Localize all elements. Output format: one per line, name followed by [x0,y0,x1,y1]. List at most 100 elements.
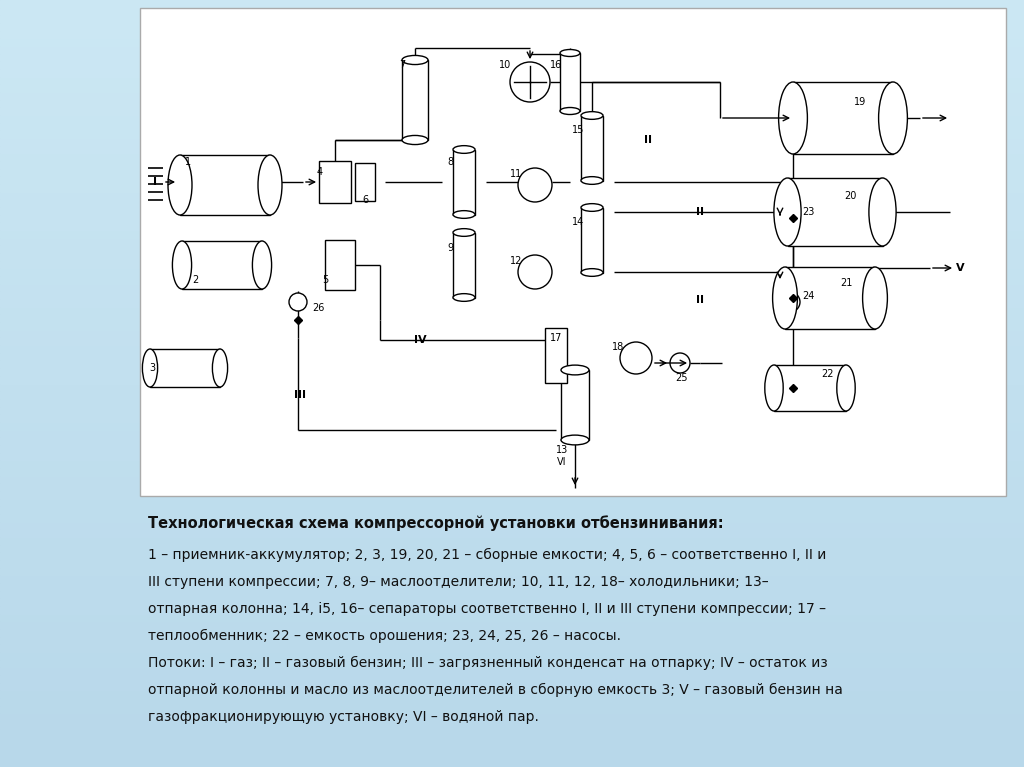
Text: 7: 7 [399,60,406,70]
Bar [0,629,1024,637]
Text: 26: 26 [312,303,325,313]
Bar [325,240,355,290]
Bar [0,261,1024,268]
Bar [0,591,1024,598]
Bar [0,506,1024,514]
Bar [0,575,1024,583]
Bar [0,268,1024,276]
Text: 23: 23 [802,207,814,217]
Text: 17: 17 [550,333,562,343]
Text: 6: 6 [361,195,368,205]
Bar [0,621,1024,629]
Bar [0,453,1024,460]
Ellipse shape [879,82,907,154]
Text: теплообменник; 22 – емкость орошения; 23, 24, 25, 26 – насосы.: теплообменник; 22 – емкость орошения; 23… [148,629,621,643]
Text: газофракционирующую установку; VI – водяной пар.: газофракционирующую установку; VI – водя… [148,710,539,724]
Bar [0,46,1024,54]
Text: 3: 3 [148,363,155,373]
Bar [0,606,1024,614]
Circle shape [289,293,307,311]
Text: Технологическая схема компрессорной установки отбензинивания:: Технологическая схема компрессорной уста… [148,515,724,531]
Text: 5: 5 [322,275,328,285]
Bar [0,337,1024,345]
Ellipse shape [778,82,807,154]
Bar [0,391,1024,399]
Bar [0,499,1024,506]
Circle shape [780,292,800,312]
Bar [0,192,1024,199]
Bar [0,146,1024,153]
Bar [0,276,1024,284]
Text: 18: 18 [612,342,624,352]
Text: 1: 1 [185,157,191,167]
Bar [0,184,1024,192]
Circle shape [518,168,552,202]
Bar [0,698,1024,706]
Text: 16: 16 [550,60,562,70]
Text: II: II [696,207,705,217]
Bar [0,77,1024,84]
Ellipse shape [168,155,193,215]
Bar [0,545,1024,552]
Ellipse shape [402,55,428,64]
Bar [0,522,1024,529]
Text: VI: VI [557,457,566,467]
Bar [0,23,1024,31]
Text: IV: IV [414,335,426,345]
Ellipse shape [837,365,855,411]
Bar [0,245,1024,253]
Bar [355,163,375,201]
Bar [0,652,1024,660]
Bar [0,161,1024,169]
Bar [0,330,1024,337]
Bar [0,291,1024,299]
Bar [182,241,262,289]
Ellipse shape [581,268,603,276]
Bar [0,759,1024,767]
Bar [787,178,883,246]
Bar [0,123,1024,130]
Text: III: III [294,390,306,400]
Text: 10: 10 [499,60,511,70]
Bar [0,107,1024,115]
Bar [0,299,1024,307]
Bar [0,537,1024,545]
Bar [0,345,1024,353]
Bar [0,414,1024,422]
Circle shape [780,208,800,228]
Bar [0,706,1024,713]
Text: V: V [955,263,965,273]
Bar [0,138,1024,146]
Text: 20: 20 [844,191,856,201]
Bar [0,445,1024,453]
Bar [0,199,1024,207]
Bar [0,230,1024,238]
Ellipse shape [581,204,603,212]
Bar [0,644,1024,652]
Bar [0,430,1024,437]
Bar [0,307,1024,314]
Text: 2: 2 [191,275,198,285]
Bar [0,284,1024,291]
Bar [140,8,1006,496]
Bar [0,407,1024,414]
Text: отпарной колонны и масло из маслоотделителей в сборную емкость 3; V – газовый бе: отпарной колонны и масло из маслоотделит… [148,683,843,697]
Bar [0,130,1024,138]
Bar [581,116,603,180]
Bar [180,155,270,215]
Bar [0,0,1024,8]
Bar [0,752,1024,759]
Ellipse shape [142,349,158,387]
Bar [0,476,1024,483]
Bar [0,322,1024,330]
Bar [0,207,1024,215]
Bar [785,267,874,329]
Bar [0,437,1024,445]
Bar [0,713,1024,721]
Bar [0,683,1024,690]
Ellipse shape [772,267,798,329]
Text: 14: 14 [571,217,584,227]
Bar [561,370,589,440]
Bar [0,598,1024,606]
Bar [0,360,1024,368]
